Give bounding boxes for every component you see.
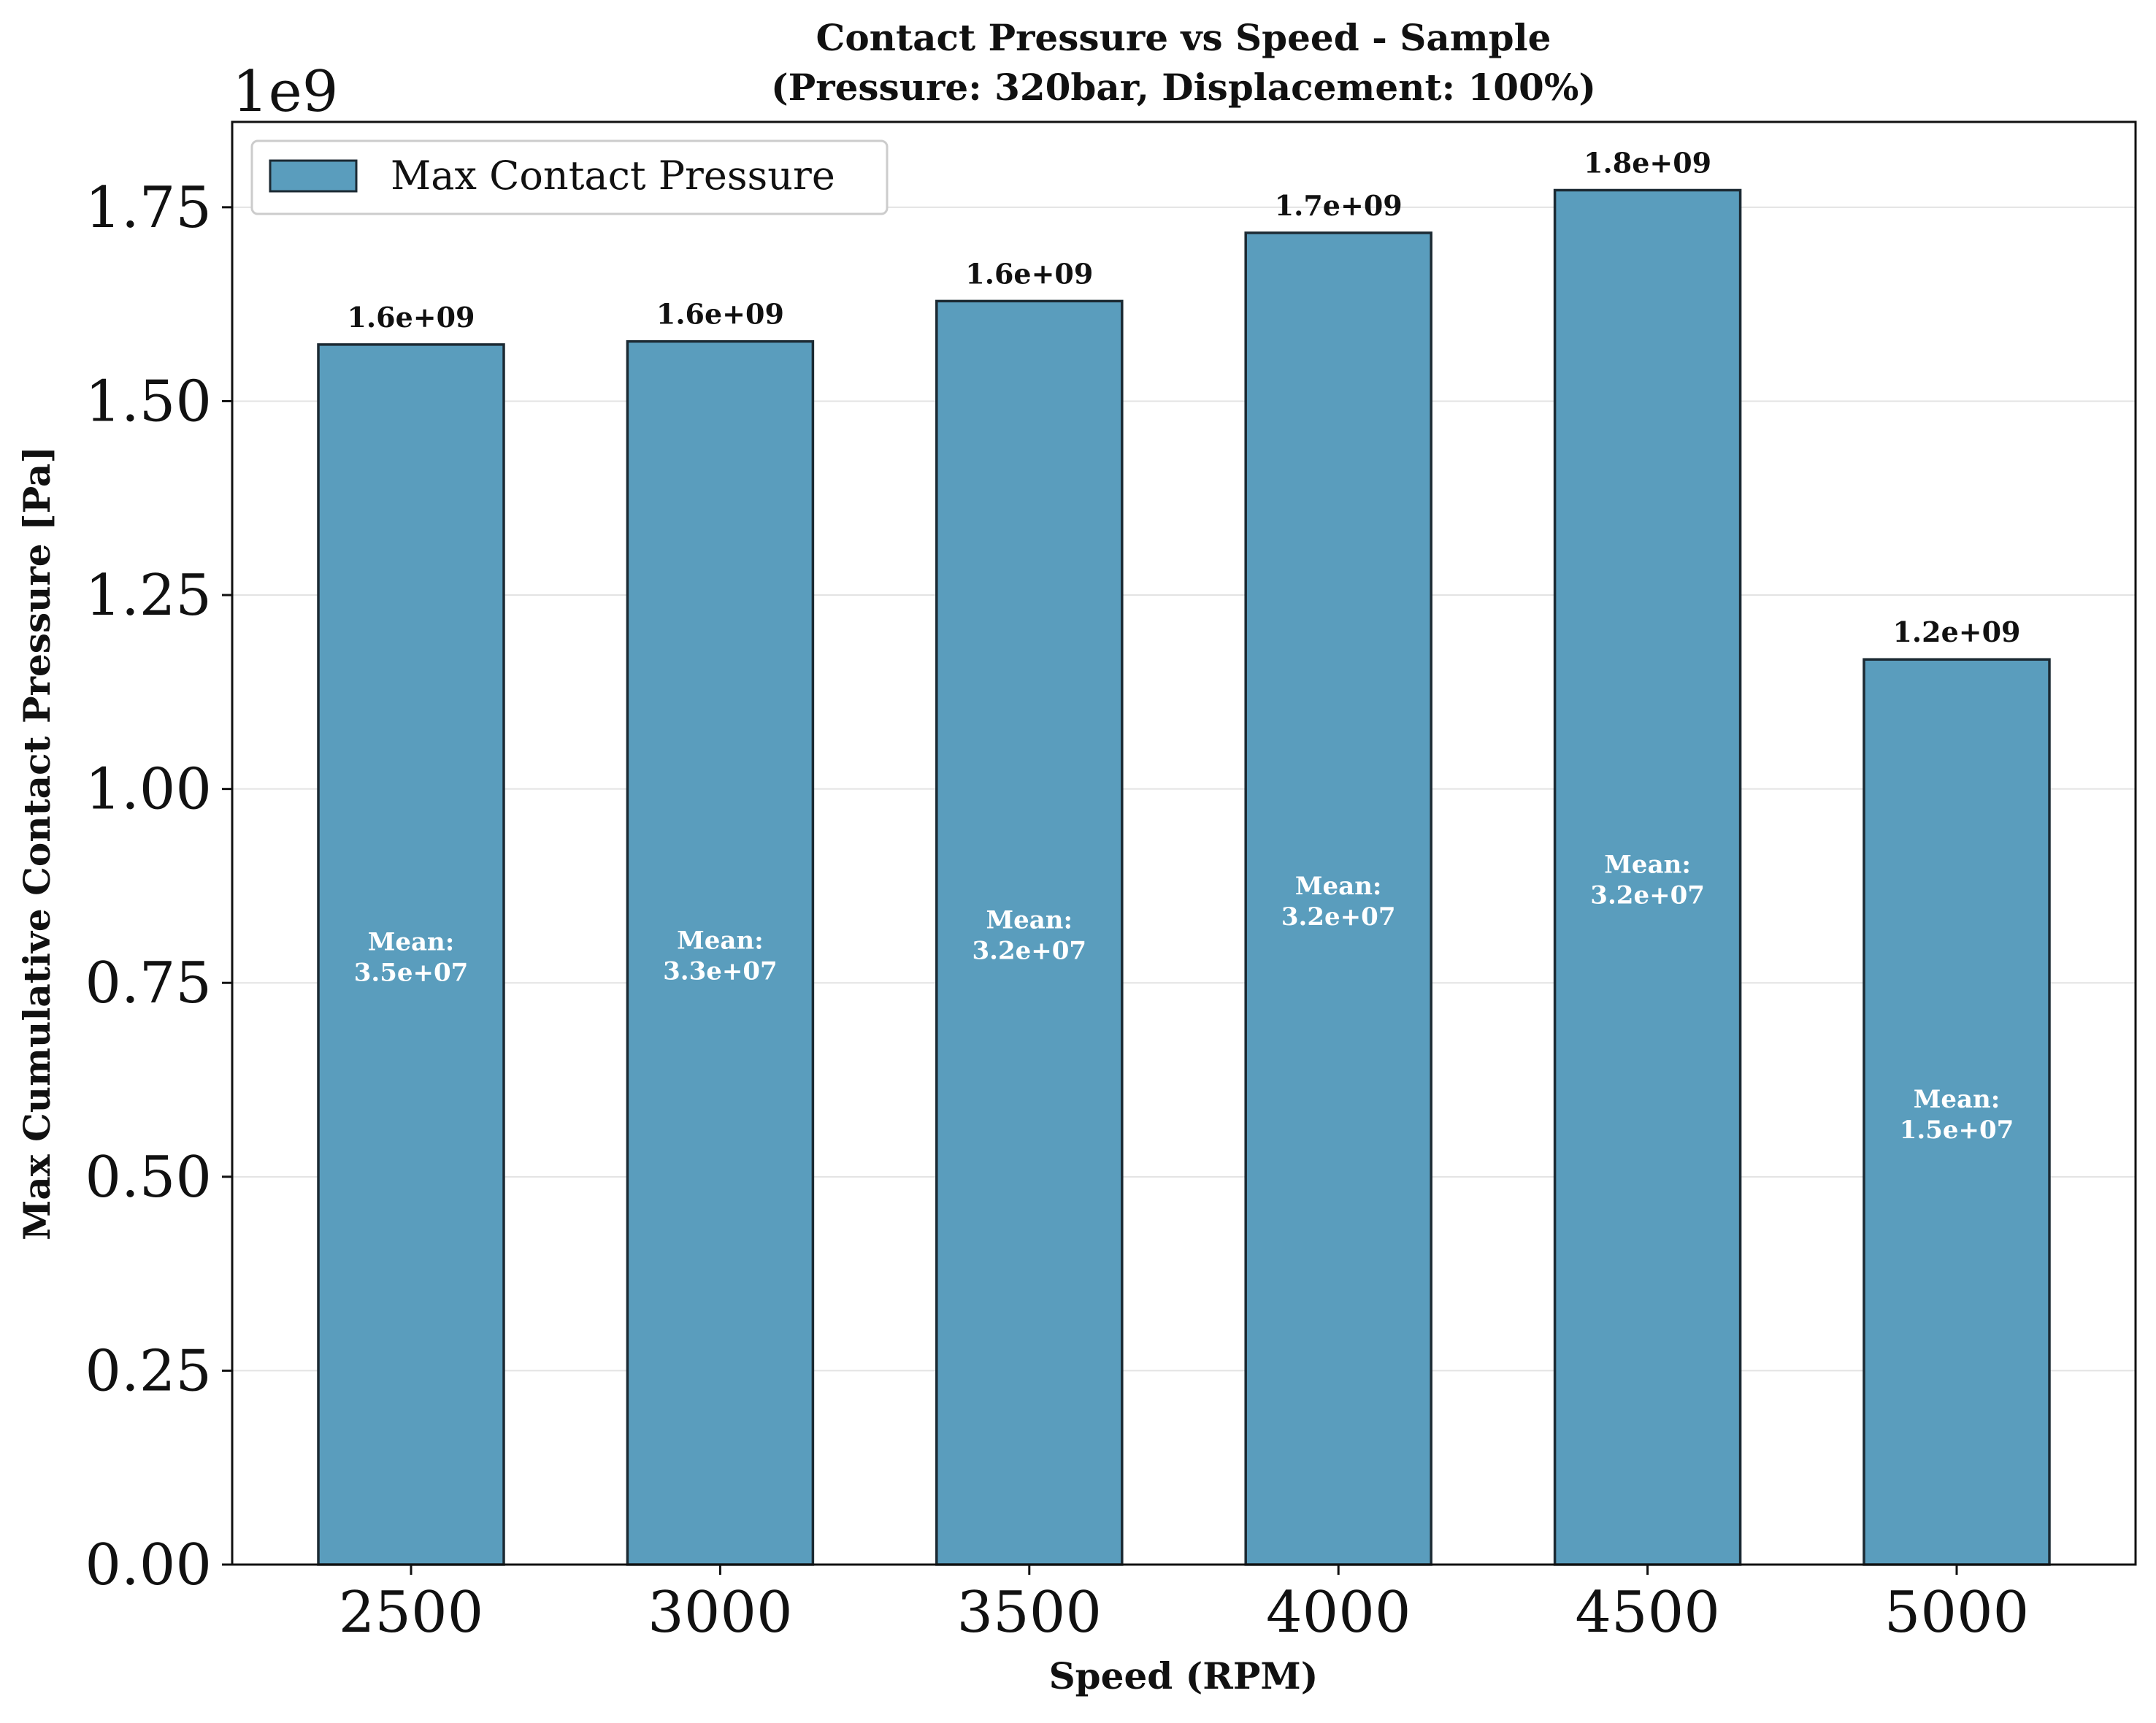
bar [1553, 188, 1742, 1566]
chart-subtitle: (Pressure: 320bar, Displacement: 100%) [771, 66, 1596, 109]
y-tick-label: 1.75 [85, 175, 212, 241]
bar-value-label: 1.8e+09 [1584, 146, 1711, 179]
bar-mean-value: 3.2e+07 [972, 937, 1087, 966]
bar-mean-label: Mean: [368, 927, 455, 956]
bar-value-label: 1.6e+09 [656, 298, 784, 331]
y-gridlines [232, 206, 2136, 1372]
x-axis-ticks: 2500 3000 3500 4000 4500 5000 [339, 1565, 2030, 1646]
y-tick-label: 0.00 [85, 1532, 212, 1598]
legend: Max Contact Pressure [250, 139, 889, 215]
bar [1862, 658, 2051, 1566]
legend-box [250, 139, 889, 215]
x-tick-label: 4000 [1266, 1580, 1411, 1646]
bar-mean-label: Mean: [1295, 872, 1382, 901]
y-tick-label: 0.25 [85, 1338, 212, 1404]
bar-mean-value: 3.2e+07 [1590, 881, 1705, 910]
y-tick-label: 1.50 [85, 369, 212, 434]
y-tick-label: 1.25 [85, 563, 212, 629]
y-axis-label: Max Cumulative Contact Pressure [Pa] [15, 446, 58, 1240]
x-tick-label: 4500 [1575, 1580, 1720, 1646]
y-tick-label: 0.75 [85, 951, 212, 1016]
bar-mean-value: 3.2e+07 [1281, 902, 1396, 932]
legend-swatch [269, 159, 358, 193]
bar-mean-label: Mean: [1914, 1085, 2000, 1114]
bar [1244, 231, 1432, 1566]
chart-title: Contact Pressure vs Speed - Sample [816, 16, 1551, 59]
bar-value-label: 1.7e+09 [1275, 189, 1403, 222]
bar-mean-value: 3.3e+07 [663, 956, 778, 986]
y-axis-ticks: 0.00 0.25 0.50 0.75 1.00 1.25 1.50 1.75 [85, 175, 232, 1598]
bar [626, 339, 815, 1566]
bar-value-label: 1.6e+09 [347, 301, 475, 334]
x-tick-label: 3000 [648, 1580, 793, 1646]
bar-mean-label: Mean: [677, 926, 764, 955]
x-tick-label: 3500 [957, 1580, 1102, 1646]
bar-labels: 1.6e+09Mean:3.5e+071.6e+09Mean:3.3e+071.… [347, 146, 2020, 1145]
plot-area-frame [231, 120, 2137, 1566]
x-axis-label: Speed (RPM) [1049, 1654, 1319, 1697]
bar [317, 343, 505, 1566]
bar-mean-label: Mean: [986, 906, 1073, 935]
bar-mean-value: 1.5e+07 [1900, 1116, 2014, 1145]
y-axis-offset-label: 1e9 [232, 59, 338, 125]
bar-mean-value: 3.5e+07 [354, 958, 469, 987]
x-tick-label: 5000 [1884, 1580, 2030, 1646]
y-tick-label: 1.00 [85, 757, 212, 823]
y-tick-label: 0.50 [85, 1145, 212, 1210]
bar-value-label: 1.2e+09 [1892, 615, 2020, 648]
bar-mean-label: Mean: [1604, 851, 1691, 880]
bar-value-label: 1.6e+09 [965, 257, 1093, 290]
legend-label: Max Contact Pressure [391, 153, 835, 199]
x-tick-label: 2500 [339, 1580, 484, 1646]
